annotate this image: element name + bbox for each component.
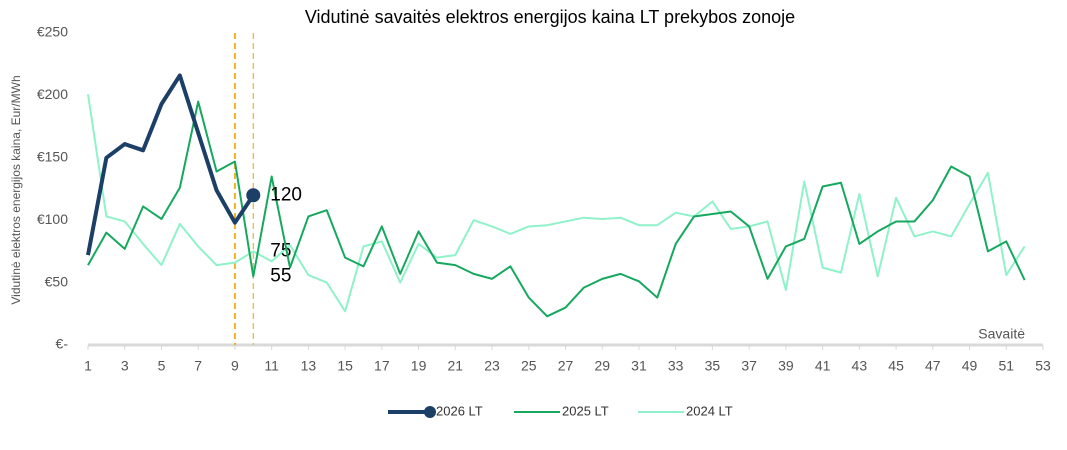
x-tick-label: 17	[374, 358, 390, 374]
data-label: 55	[270, 265, 291, 286]
x-tick-label: 31	[631, 358, 647, 374]
y-axis-label: Vidutinė elektros energijos kaina, Eur/M…	[9, 75, 23, 304]
data-label: 120	[270, 184, 302, 205]
x-tick-label: 35	[705, 358, 721, 374]
y-tick-label: €250	[37, 24, 68, 40]
x-tick-label: 5	[158, 358, 166, 374]
y-tick-label: €150	[37, 149, 68, 165]
x-tick-label: 43	[852, 358, 868, 374]
x-tick-label: 3	[121, 358, 129, 374]
chart-title: Vidutinė savaitės elektros energijos kai…	[305, 7, 795, 27]
x-tick-label: 23	[484, 358, 500, 374]
x-tick-label: 1	[84, 358, 92, 374]
x-tick-label: 9	[231, 358, 239, 374]
x-tick-label: 15	[337, 358, 353, 374]
x-tick-label: 21	[448, 358, 464, 374]
series-line	[87, 94, 1026, 313]
y-tick-label: €-	[56, 336, 69, 352]
y-tick-label: €200	[37, 86, 68, 102]
x-tick-label: 53	[1035, 358, 1051, 374]
x-tick-label: 51	[998, 358, 1014, 374]
y-tick-label: €50	[45, 273, 69, 289]
x-tick-label: 25	[521, 358, 537, 374]
x-axis-label: Savaitė	[978, 326, 1025, 342]
x-tick-label: 19	[411, 358, 427, 374]
x-tick-label: 41	[815, 358, 831, 374]
end-marker	[246, 188, 261, 203]
x-tick-label: 27	[558, 358, 574, 374]
x-tick-label: 11	[264, 358, 279, 374]
legend-label: 2025 LT	[562, 403, 609, 418]
legend-label: 2024 LT	[686, 403, 733, 418]
x-tick-label: 45	[888, 358, 904, 374]
x-tick-label: 33	[668, 358, 684, 374]
series-line	[86, 73, 255, 256]
series-line	[87, 100, 1026, 318]
x-tick-label: 13	[301, 358, 317, 374]
legend-label: 2026 LT	[436, 403, 483, 418]
x-tick-label: 37	[741, 358, 757, 374]
x-tick-label: 29	[594, 358, 610, 374]
y-tick-label: €100	[37, 211, 68, 227]
x-tick-label: 47	[925, 358, 941, 374]
x-tick-label: 7	[194, 358, 202, 374]
legend-marker	[424, 406, 436, 418]
x-tick-label: 39	[778, 358, 794, 374]
x-tick-label: 49	[962, 358, 978, 374]
